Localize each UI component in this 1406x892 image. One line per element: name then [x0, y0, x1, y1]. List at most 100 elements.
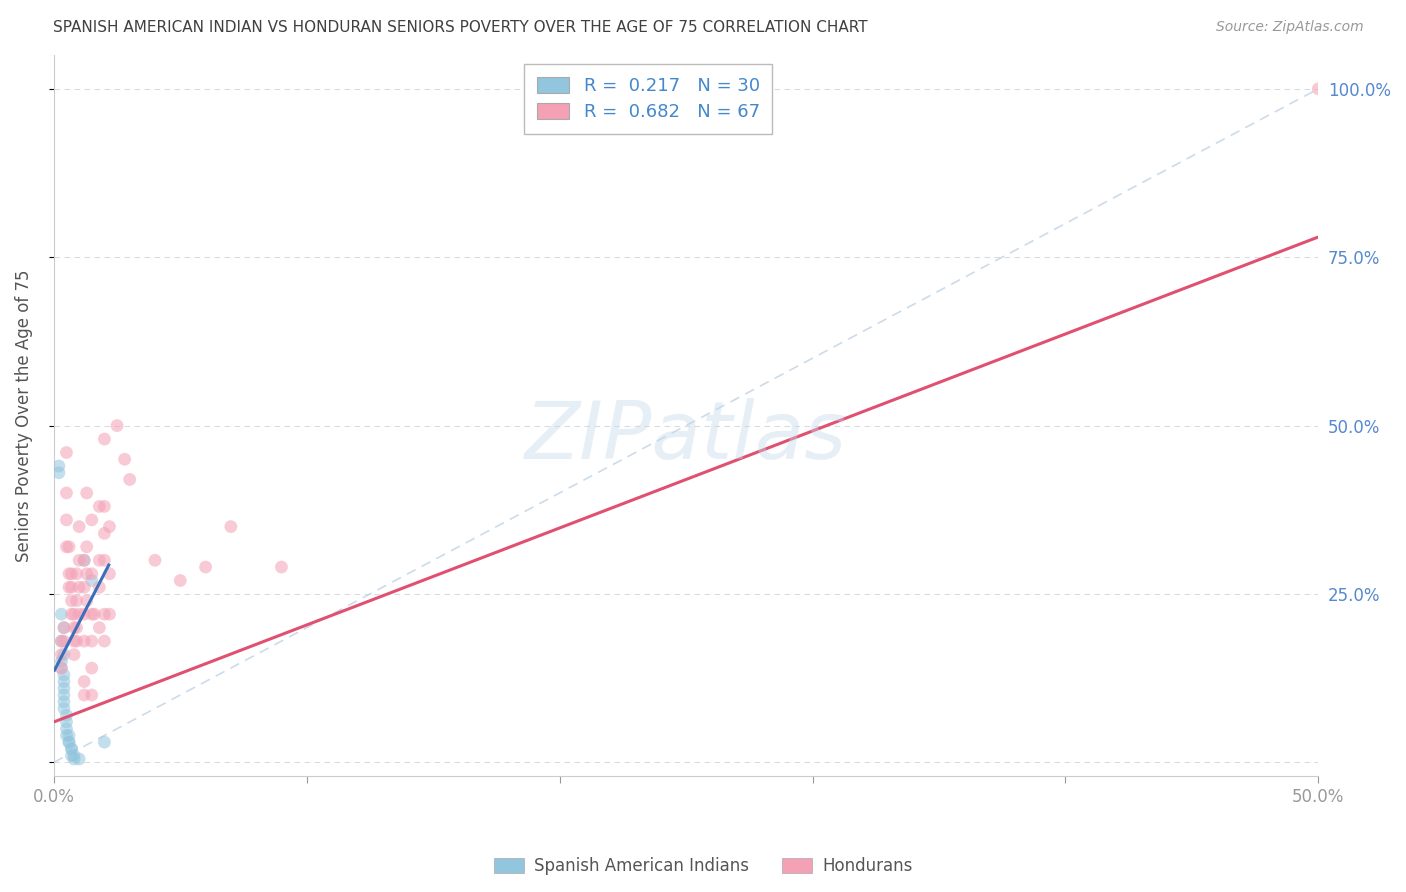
Point [63, 621, 86, 635]
Point [80, 574, 103, 588]
Point [60, 742, 83, 756]
Point [1308, 82, 1330, 96]
Point [52, 695, 75, 709]
Point [93, 432, 115, 446]
Point [52, 621, 75, 635]
Point [73, 688, 96, 702]
Point [63, 648, 86, 662]
Point [55, 445, 77, 459]
Point [58, 728, 80, 742]
Point [80, 661, 103, 675]
Point [76, 593, 98, 607]
Point [60, 742, 83, 756]
Point [93, 634, 115, 648]
Point [52, 688, 75, 702]
Point [93, 500, 115, 514]
Point [93, 735, 115, 749]
Point [169, 574, 191, 588]
Point [58, 566, 80, 581]
Point [143, 553, 166, 567]
Point [55, 540, 77, 554]
Point [80, 688, 103, 702]
Point [63, 634, 86, 648]
Point [51, 607, 73, 622]
Point [67, 580, 90, 594]
Point [80, 634, 103, 648]
Point [55, 486, 77, 500]
Point [89, 621, 111, 635]
Point [67, 553, 90, 567]
Point [58, 580, 80, 594]
Point [270, 560, 292, 574]
Point [89, 553, 111, 567]
Point [73, 553, 96, 567]
Point [89, 580, 111, 594]
Point [58, 735, 80, 749]
Point [73, 580, 96, 594]
Point [98, 519, 121, 533]
Point [98, 607, 121, 622]
Point [55, 708, 77, 723]
Point [52, 701, 75, 715]
Point [89, 500, 111, 514]
Point [93, 607, 115, 622]
Point [67, 607, 90, 622]
Point [219, 519, 242, 533]
Point [98, 566, 121, 581]
Point [52, 668, 75, 682]
Point [60, 566, 83, 581]
Point [93, 553, 115, 567]
Point [55, 714, 77, 729]
Point [55, 728, 77, 742]
Point [60, 748, 83, 763]
Point [65, 621, 87, 635]
Point [65, 634, 87, 648]
Point [73, 674, 96, 689]
Point [80, 566, 103, 581]
Point [65, 593, 87, 607]
Point [48, 466, 70, 480]
Point [80, 607, 103, 622]
Point [80, 513, 103, 527]
Legend: R =  0.217   N = 30, R =  0.682   N = 67: R = 0.217 N = 30, R = 0.682 N = 67 [524, 64, 772, 134]
Point [51, 654, 73, 668]
Point [51, 661, 73, 675]
Point [194, 560, 217, 574]
Point [52, 634, 75, 648]
Text: ZIPatlas: ZIPatlas [524, 398, 848, 476]
Point [73, 553, 96, 567]
Text: Source: ZipAtlas.com: Source: ZipAtlas.com [1216, 20, 1364, 34]
Point [93, 526, 115, 541]
Point [105, 418, 128, 433]
Point [52, 621, 75, 635]
Point [60, 607, 83, 622]
Point [58, 735, 80, 749]
Text: SPANISH AMERICAN INDIAN VS HONDURAN SENIORS POVERTY OVER THE AGE OF 75 CORRELATI: SPANISH AMERICAN INDIAN VS HONDURAN SENI… [53, 20, 868, 35]
Point [76, 486, 98, 500]
Point [63, 748, 86, 763]
Point [67, 519, 90, 533]
Point [73, 607, 96, 622]
Point [60, 580, 83, 594]
Point [63, 607, 86, 622]
Point [65, 566, 87, 581]
Legend: Spanish American Indians, Hondurans: Spanish American Indians, Hondurans [485, 849, 921, 884]
Point [114, 452, 136, 467]
Point [51, 634, 73, 648]
Point [51, 634, 73, 648]
Point [51, 648, 73, 662]
Point [55, 722, 77, 736]
Y-axis label: Seniors Poverty Over the Age of 75: Seniors Poverty Over the Age of 75 [15, 269, 32, 562]
Point [76, 566, 98, 581]
Point [60, 593, 83, 607]
Point [76, 540, 98, 554]
Point [67, 752, 90, 766]
Point [58, 540, 80, 554]
Point [52, 681, 75, 696]
Point [52, 674, 75, 689]
Point [118, 473, 141, 487]
Point [55, 513, 77, 527]
Point [73, 634, 96, 648]
Point [52, 648, 75, 662]
Point [51, 661, 73, 675]
